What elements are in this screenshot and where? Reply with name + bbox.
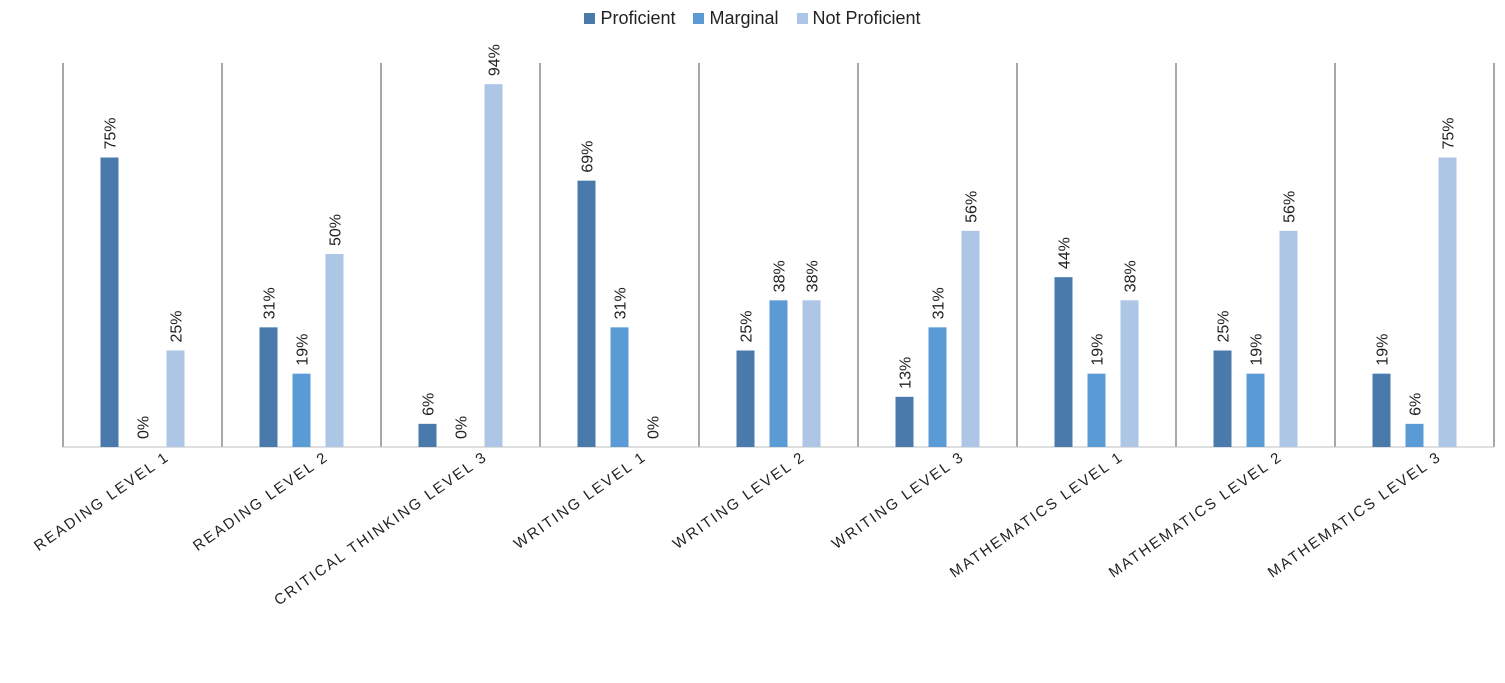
bar <box>928 327 947 447</box>
data-label: 38% <box>1123 260 1140 292</box>
bar <box>292 373 311 447</box>
legend-label: Marginal <box>709 7 779 28</box>
bar <box>484 84 503 447</box>
bar <box>418 423 437 447</box>
data-label: 19% <box>1375 334 1392 366</box>
data-label: 0% <box>454 416 471 439</box>
data-label: 25% <box>1216 310 1233 342</box>
data-label: 0% <box>136 416 153 439</box>
data-label: 6% <box>1408 393 1425 416</box>
category-label: READING LEVEL 2 <box>190 448 332 554</box>
legend-item-1: Marginal <box>693 7 779 29</box>
data-label: 38% <box>805 260 822 292</box>
bar <box>895 396 914 447</box>
data-label: 94% <box>487 44 504 76</box>
bar <box>736 350 755 447</box>
legend-item-2: Not Proficient <box>796 7 921 29</box>
bar <box>1246 373 1265 447</box>
bar <box>325 254 344 447</box>
data-label: 75% <box>1441 117 1458 149</box>
category-label: WRITING LEVEL 2 <box>670 448 809 552</box>
data-label: 44% <box>1057 237 1074 269</box>
bar <box>802 300 821 447</box>
category-label: MATHEMATICS LEVEL 1 <box>947 448 1127 581</box>
data-label: 69% <box>580 141 597 173</box>
bar <box>1213 350 1232 447</box>
data-label: 56% <box>964 191 981 223</box>
data-label: 75% <box>103 117 120 149</box>
data-label: 25% <box>739 310 756 342</box>
bar <box>1405 423 1424 447</box>
legend: Proficient Marginal Not Proficient <box>0 6 1505 30</box>
data-label: 31% <box>613 287 630 319</box>
bar <box>259 327 278 447</box>
bar <box>1279 230 1298 447</box>
category-label: WRITING LEVEL 3 <box>829 448 968 552</box>
data-label: 56% <box>1282 191 1299 223</box>
data-label: 13% <box>898 357 915 389</box>
legend-label: Proficient <box>600 7 676 28</box>
data-label: 19% <box>295 334 312 366</box>
data-label: 50% <box>328 214 345 246</box>
bar <box>1372 373 1391 447</box>
category-label: MATHEMATICS LEVEL 2 <box>1106 448 1286 581</box>
data-label: 6% <box>421 393 438 416</box>
bar <box>1438 157 1457 447</box>
data-label: 31% <box>262 287 279 319</box>
bar <box>961 230 980 447</box>
data-label: 0% <box>646 416 663 439</box>
legend-item-0: Proficient <box>584 8 675 29</box>
legend-swatch <box>693 12 705 24</box>
bar <box>100 157 119 447</box>
bar <box>1087 373 1106 447</box>
bar <box>610 327 629 447</box>
bar <box>1120 300 1139 447</box>
category-label: READING LEVEL 1 <box>31 448 173 554</box>
legend-swatch <box>584 12 596 24</box>
data-label: 19% <box>1249 334 1266 366</box>
data-label: 25% <box>169 310 186 342</box>
category-label: MATHEMATICS LEVEL 3 <box>1265 448 1445 581</box>
bar <box>577 180 596 447</box>
legend-label: Not Proficient <box>812 7 921 28</box>
data-label: 19% <box>1090 334 1107 366</box>
bar <box>1054 277 1073 447</box>
data-label: 38% <box>772 260 789 292</box>
legend-swatch <box>796 12 808 24</box>
category-label: WRITING LEVEL 1 <box>511 448 650 552</box>
bar <box>769 300 788 447</box>
bar <box>166 350 185 447</box>
data-label: 31% <box>931 287 948 319</box>
